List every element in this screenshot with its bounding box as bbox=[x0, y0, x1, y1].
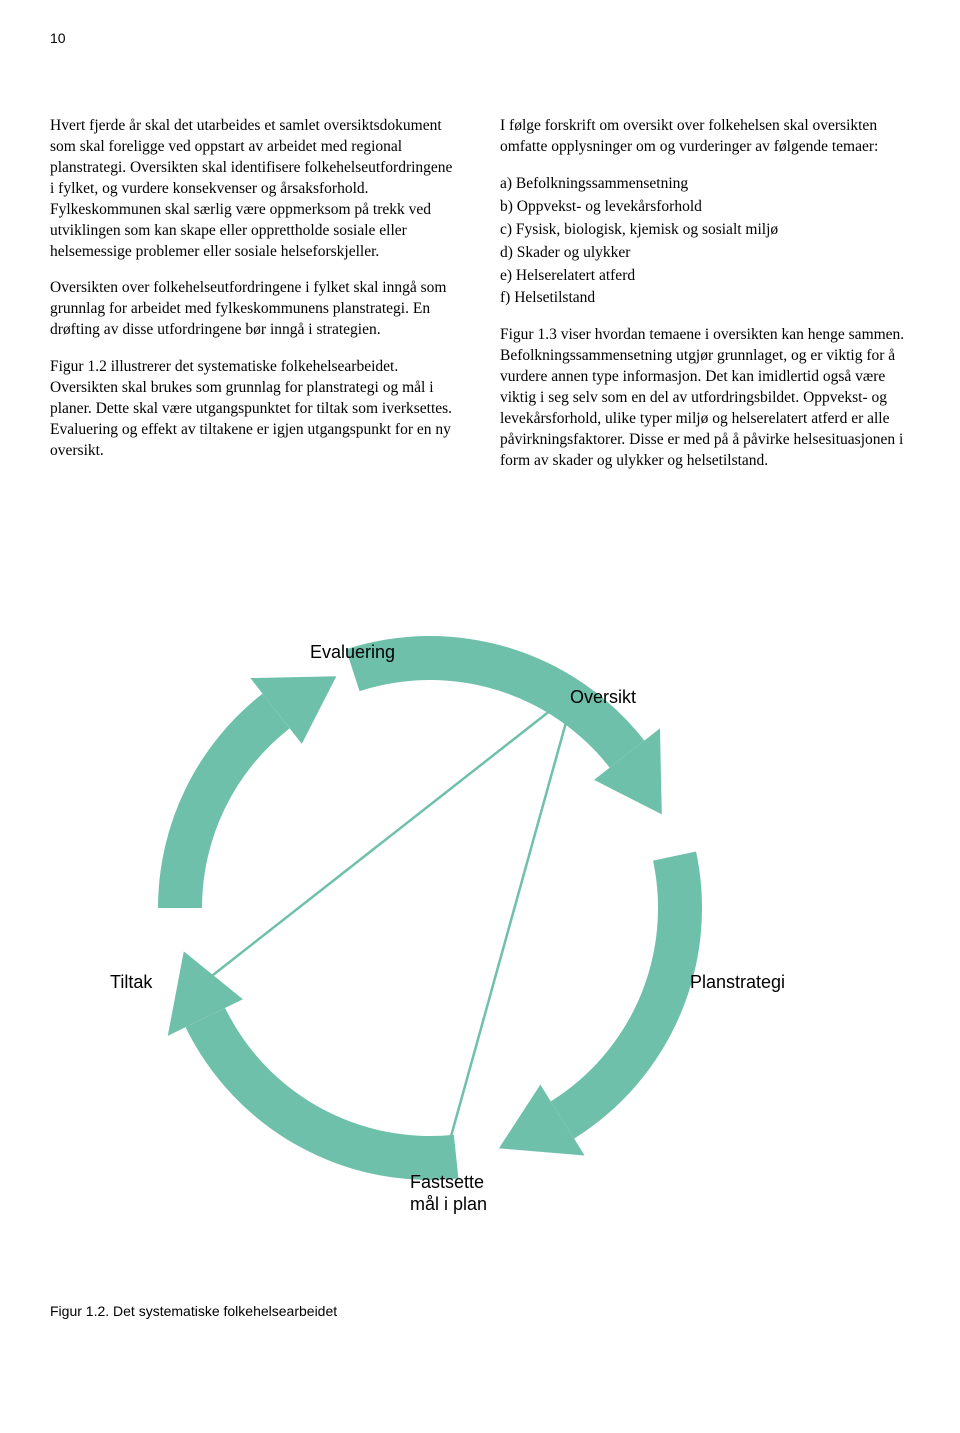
left-p3: Figur 1.2 illustrerer det systematiske f… bbox=[50, 357, 460, 462]
list-item-f: f) Helsetilstand bbox=[500, 288, 910, 309]
figure-caption: Figur 1.2. Det systematiske folkehelsear… bbox=[50, 1303, 910, 1319]
topic-list: a) Befolkningssammensetning b) Oppvekst-… bbox=[500, 174, 910, 310]
svg-text:Planstrategi: Planstrategi bbox=[690, 972, 785, 992]
left-p1: Hvert fjerde år skal det utarbeides et s… bbox=[50, 116, 460, 262]
cycle-svg: Evaluering Oversikt Planstrategi Fastsettem… bbox=[50, 548, 810, 1268]
list-item-a: a) Befolkningssammensetning bbox=[500, 174, 910, 195]
svg-text:Oversikt: Oversikt bbox=[570, 687, 636, 707]
text-columns: Hvert fjerde år skal det utarbeides et s… bbox=[50, 116, 910, 488]
right-p1: I følge forskrift om oversikt over folke… bbox=[500, 116, 910, 158]
left-p2: Oversikten over folkehelseutfordringene … bbox=[50, 278, 460, 341]
svg-text:Tiltak: Tiltak bbox=[110, 972, 153, 992]
list-item-d: d) Skader og ulykker bbox=[500, 243, 910, 264]
list-item-b: b) Oppvekst- og levekårsforhold bbox=[500, 197, 910, 218]
svg-text:Fastsette: Fastsette bbox=[410, 1172, 484, 1192]
page-number: 10 bbox=[50, 30, 910, 46]
right-column: I følge forskrift om oversikt over folke… bbox=[500, 116, 910, 488]
left-column: Hvert fjerde år skal det utarbeides et s… bbox=[50, 116, 460, 488]
svg-text:mål i plan: mål i plan bbox=[410, 1194, 487, 1214]
list-item-c: c) Fysisk, biologisk, kjemisk og sosialt… bbox=[500, 220, 910, 241]
right-p2: Figur 1.3 viser hvordan temaene i oversi… bbox=[500, 325, 910, 471]
list-item-e: e) Helserelatert atferd bbox=[500, 266, 910, 287]
cycle-diagram: Evaluering Oversikt Planstrategi Fastsettem… bbox=[50, 548, 910, 1273]
svg-text:Evaluering: Evaluering bbox=[310, 642, 395, 662]
